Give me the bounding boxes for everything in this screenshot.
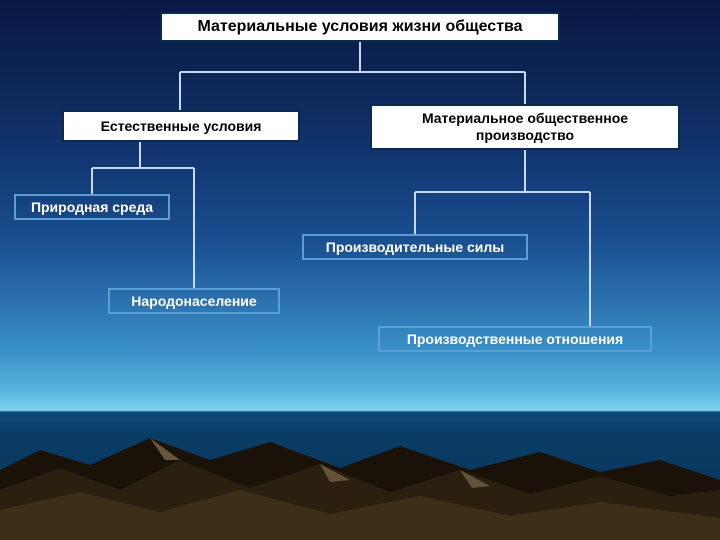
node-env-label: Природная среда xyxy=(31,199,153,216)
node-root: Материальные условия жизни общества xyxy=(160,12,560,42)
node-env: Природная среда xyxy=(14,194,170,220)
node-rel: Производственные отношения xyxy=(378,326,652,352)
node-rel-label: Производственные отношения xyxy=(407,331,623,348)
node-left: Естественные условия xyxy=(62,110,300,142)
node-forces-label: Производительные силы xyxy=(326,239,505,256)
node-pop-label: Народонаселение xyxy=(131,293,256,310)
node-right: Материальное общественное производство xyxy=(370,104,680,150)
node-right-label: Материальное общественное производство xyxy=(372,110,678,144)
node-root-label: Материальные условия жизни общества xyxy=(197,17,522,36)
node-pop: Народонаселение xyxy=(108,288,280,314)
node-forces: Производительные силы xyxy=(302,234,528,260)
mountains-decoration xyxy=(0,360,720,540)
node-left-label: Естественные условия xyxy=(101,118,262,135)
